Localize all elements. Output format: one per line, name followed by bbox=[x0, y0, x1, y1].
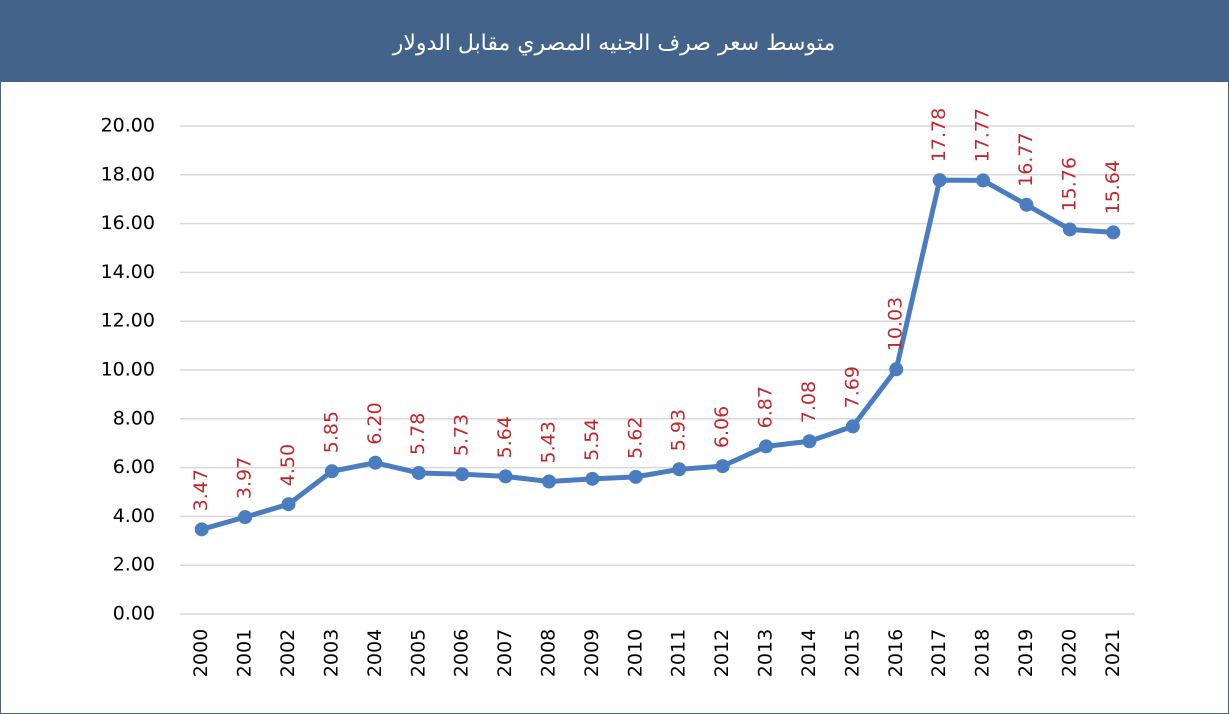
marker bbox=[672, 462, 687, 477]
data-label: 5.64 bbox=[494, 416, 516, 458]
data-label: 6.06 bbox=[711, 406, 733, 448]
marker bbox=[1106, 225, 1121, 240]
x-tick-label: 2008 bbox=[537, 629, 559, 677]
data-label: 3.97 bbox=[234, 457, 256, 499]
x-tick-label: 2003 bbox=[320, 629, 342, 677]
marker bbox=[715, 459, 730, 474]
line bbox=[201, 177, 1114, 532]
x-tick-label: 2001 bbox=[234, 629, 256, 677]
x-tick-label: 2019 bbox=[1015, 629, 1037, 677]
marker bbox=[932, 173, 947, 188]
data-label: 5.62 bbox=[624, 417, 646, 459]
y-tick-label: 16.00 bbox=[101, 212, 155, 234]
x-tick-label: 2002 bbox=[277, 629, 299, 677]
data-label: 5.85 bbox=[320, 411, 342, 453]
data-label: 7.69 bbox=[841, 366, 863, 408]
x-tick-label: 2015 bbox=[841, 629, 863, 677]
data-label: 15.76 bbox=[1058, 157, 1080, 211]
marker bbox=[194, 522, 209, 537]
y-tick-label: 12.00 bbox=[101, 310, 155, 332]
marker bbox=[889, 362, 904, 377]
x-tick-label: 2021 bbox=[1102, 629, 1124, 677]
marker bbox=[281, 497, 296, 512]
y-tick-label: 20.00 bbox=[101, 115, 155, 137]
marker bbox=[238, 510, 253, 525]
x-tick-label: 2006 bbox=[451, 629, 473, 677]
x-tick-label: 2011 bbox=[668, 629, 690, 677]
marker bbox=[628, 469, 643, 484]
data-label: 6.20 bbox=[364, 402, 386, 444]
data-label: 5.73 bbox=[451, 414, 473, 456]
x-tick-label: 2010 bbox=[624, 629, 646, 677]
marker bbox=[368, 455, 383, 470]
y-tick-label: 6.00 bbox=[113, 456, 155, 478]
data-label: 16.77 bbox=[1015, 132, 1037, 186]
y-tick-label: 0.00 bbox=[113, 603, 155, 625]
x-tick-label: 2017 bbox=[928, 629, 950, 677]
x-tick-label: 2013 bbox=[755, 629, 777, 677]
x-tick-label: 2004 bbox=[364, 629, 386, 677]
x-tick-label: 2014 bbox=[798, 629, 820, 677]
marker bbox=[585, 471, 600, 486]
y-tick-label: 14.00 bbox=[101, 261, 155, 283]
y-tick-label: 4.00 bbox=[113, 505, 155, 527]
marker bbox=[498, 469, 513, 484]
x-tick-label: 2007 bbox=[494, 629, 516, 677]
marker bbox=[802, 434, 817, 449]
data-label: 4.50 bbox=[277, 444, 299, 486]
marker bbox=[1062, 222, 1077, 237]
y-tick-label: 2.00 bbox=[113, 554, 155, 576]
data-label: 17.78 bbox=[928, 108, 950, 162]
data-label: 15.64 bbox=[1102, 160, 1124, 214]
x-tick-label: 2016 bbox=[885, 629, 907, 677]
data-label: 5.93 bbox=[668, 409, 690, 451]
marker bbox=[1019, 197, 1034, 212]
marker bbox=[411, 465, 426, 480]
chart-title: متوسط سعر صرف الجنيه المصري مقابل الدولا… bbox=[392, 31, 836, 56]
x-tick-label: 2000 bbox=[190, 629, 212, 677]
data-label: 5.78 bbox=[407, 413, 429, 455]
data-label: 7.08 bbox=[798, 381, 820, 423]
data-label: 17.77 bbox=[972, 108, 994, 162]
x-tick-label: 2012 bbox=[711, 629, 733, 677]
x-tick-label: 2020 bbox=[1058, 629, 1080, 677]
data-label: 10.03 bbox=[885, 297, 907, 351]
marker bbox=[845, 419, 860, 434]
y-tick-label: 8.00 bbox=[113, 407, 155, 429]
marker bbox=[455, 467, 470, 482]
marker bbox=[976, 173, 991, 188]
header-bar bbox=[0, 0, 1229, 82]
data-label: 5.54 bbox=[581, 419, 603, 461]
x-tick-label: 2018 bbox=[972, 629, 994, 677]
data-label: 6.87 bbox=[755, 386, 777, 428]
data-label: 3.47 bbox=[190, 469, 212, 511]
data-label: 5.43 bbox=[537, 421, 559, 463]
x-tick-label: 2009 bbox=[581, 629, 603, 677]
x-tick-label: 2005 bbox=[407, 629, 429, 677]
marker bbox=[759, 439, 774, 454]
y-tick-label: 18.00 bbox=[101, 163, 155, 185]
marker bbox=[541, 474, 556, 489]
marker bbox=[324, 464, 339, 479]
y-tick-label: 10.00 bbox=[101, 359, 155, 381]
